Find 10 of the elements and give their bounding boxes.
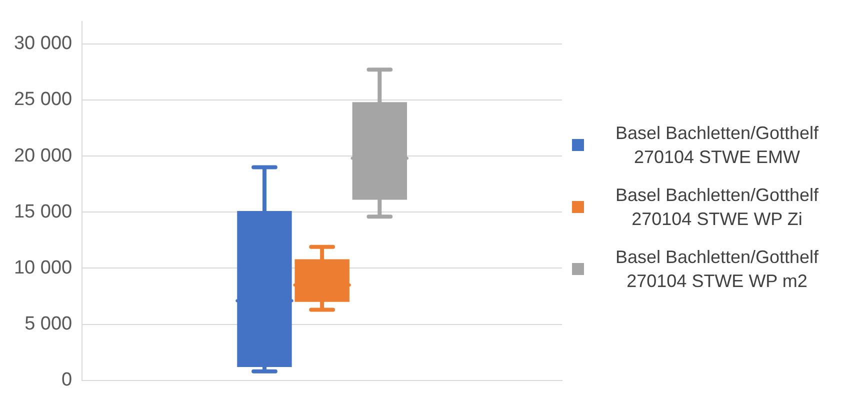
y-tick-label: 5 000 (24, 314, 72, 335)
y-tick-label: 25 000 (14, 89, 72, 110)
y-tick-label: 0 (62, 370, 72, 391)
legend-label: Basel Bachletten/Gotthelf 270104 STWE WP m2 (614, 246, 820, 293)
legend-label: Basel Bachletten/Gotthelf 270104 STWE EMW (614, 122, 820, 169)
y-tick-label: 20 000 (14, 145, 72, 166)
y-tick-label: 30 000 (14, 33, 72, 54)
legend-label: Basel Bachletten/Gotthelf 270104 STWE WP Zi (614, 184, 820, 231)
y-tick-label: 15 000 (14, 201, 72, 222)
y-tick-label: 10 000 (14, 257, 72, 278)
